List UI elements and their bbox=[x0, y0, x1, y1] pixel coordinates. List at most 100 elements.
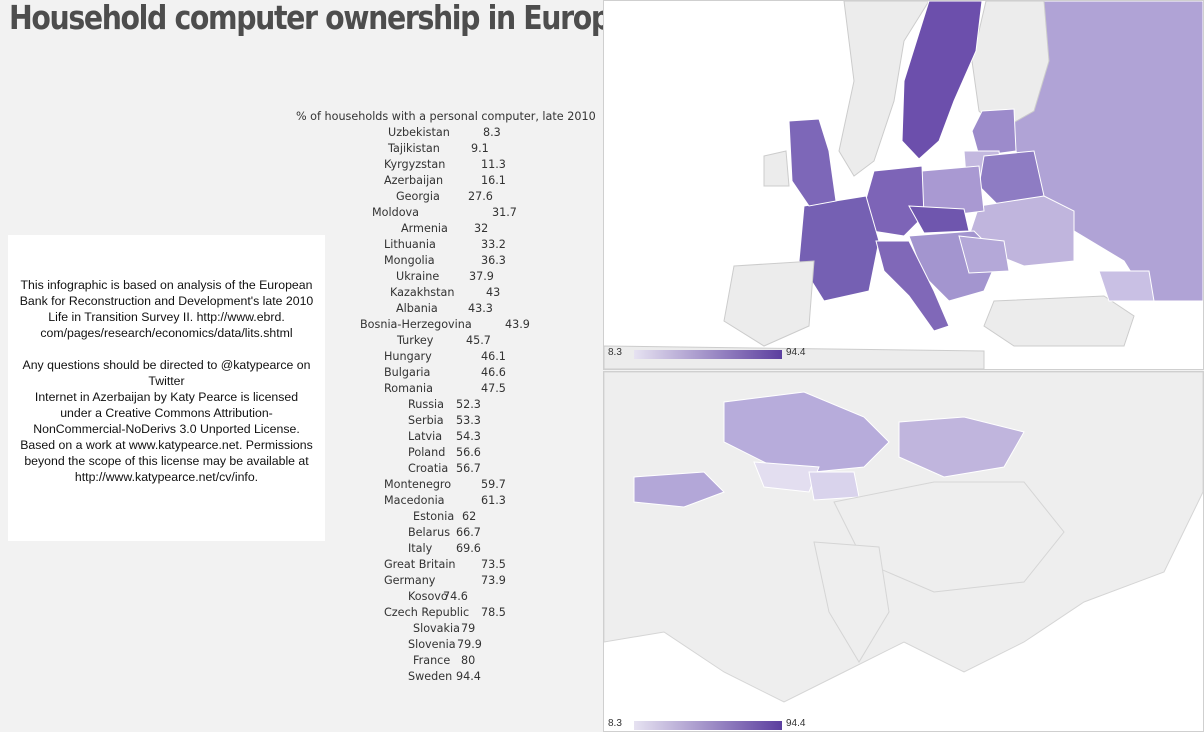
country-value: 66.7 bbox=[456, 526, 481, 539]
ireland-region bbox=[763, 150, 790, 187]
country-row: Serbia 53.3 bbox=[296, 413, 596, 429]
country-name: Latvia bbox=[408, 430, 443, 443]
list-heading: % of households with a personal computer… bbox=[296, 110, 596, 123]
great-britain-region bbox=[788, 118, 837, 207]
finland-region bbox=[971, 1, 1050, 132]
info-box: This infographic is based on analysis of… bbox=[8, 235, 325, 541]
country-value: 56.7 bbox=[456, 462, 481, 475]
country-name: Croatia bbox=[408, 462, 449, 475]
country-row: Slovakia 79 bbox=[296, 621, 596, 637]
country-value: 46.6 bbox=[481, 366, 506, 379]
country-value: 53.3 bbox=[456, 414, 481, 427]
turkey-region-asia bbox=[633, 471, 725, 508]
country-row: Uzbekistan 8.3 bbox=[296, 125, 596, 141]
country-value: 61.3 bbox=[481, 494, 506, 507]
country-name: Great Britain bbox=[384, 558, 456, 571]
country-row: Turkey 45.7 bbox=[296, 333, 596, 349]
country-row: Russia 52.3 bbox=[296, 397, 596, 413]
country-value: 78.5 bbox=[481, 606, 506, 619]
country-row: Poland 56.6 bbox=[296, 445, 596, 461]
country-row: Italy 69.6 bbox=[296, 541, 596, 557]
country-name: Russia bbox=[408, 398, 444, 411]
asia-map-svg bbox=[604, 372, 1203, 731]
country-name: Uzbekistan bbox=[388, 126, 450, 139]
country-name: Hungary bbox=[384, 350, 432, 363]
country-row: Bosnia-Herzegovina 43.9 bbox=[296, 317, 596, 333]
country-value: 59.7 bbox=[481, 478, 506, 491]
country-name: Kosovo bbox=[408, 590, 448, 603]
romania-region bbox=[958, 235, 1010, 274]
country-value: 32 bbox=[474, 222, 489, 235]
country-row: Romania 47.5 bbox=[296, 381, 596, 397]
country-value: 11.3 bbox=[481, 158, 506, 171]
country-row: France 80 bbox=[296, 653, 596, 669]
country-row: Latvia 54.3 bbox=[296, 429, 596, 445]
contact-note: Any questions should be directed to @kat… bbox=[22, 358, 311, 388]
legend-min-label: 8.3 bbox=[608, 347, 622, 358]
legend-gradient-bar bbox=[634, 721, 782, 730]
country-name: Lithuania bbox=[384, 238, 436, 251]
country-row: Mongolia 36.3 bbox=[296, 253, 596, 269]
country-row: Azerbaijan 16.1 bbox=[296, 173, 596, 189]
country-row: Moldova 31.7 bbox=[296, 205, 596, 221]
country-name: Azerbaijan bbox=[384, 174, 444, 187]
country-name: France bbox=[413, 654, 451, 667]
country-row: Estonia 62 bbox=[296, 509, 596, 525]
country-name: Italy bbox=[408, 542, 433, 555]
country-row: Czech Republic 78.5 bbox=[296, 605, 596, 621]
page-title: Household computer ownership in Europe bbox=[9, 0, 629, 37]
source-note: This infographic is based on analysis of… bbox=[19, 278, 314, 340]
country-row: Croatia 56.7 bbox=[296, 461, 596, 477]
country-name: Romania bbox=[384, 382, 433, 395]
country-row: Lithuania 33.2 bbox=[296, 237, 596, 253]
country-row: Albania 43.3 bbox=[296, 301, 596, 317]
country-value: 73.9 bbox=[481, 574, 506, 587]
country-value: 43.3 bbox=[468, 302, 493, 315]
country-name: Estonia bbox=[413, 510, 455, 523]
france-region bbox=[798, 195, 880, 302]
italy-region bbox=[875, 240, 950, 332]
country-value: 45.7 bbox=[466, 334, 491, 347]
legend-gradient-bar bbox=[634, 350, 782, 359]
country-value: 47.5 bbox=[481, 382, 506, 395]
license-note: Internet in Azerbaijan by Katy Pearce is… bbox=[20, 390, 313, 484]
country-value: 43 bbox=[486, 286, 501, 299]
country-name: Germany bbox=[384, 574, 436, 587]
country-row: Great Britain 73.5 bbox=[296, 557, 596, 573]
country-value: 37.9 bbox=[469, 270, 494, 283]
country-value: 43.9 bbox=[505, 318, 530, 331]
uzbekistan-region bbox=[753, 461, 820, 493]
country-name: Ukraine bbox=[396, 270, 440, 283]
iberia-region bbox=[723, 260, 815, 347]
country-row: Tajikistan 9.1 bbox=[296, 141, 596, 157]
europe-map[interactable]: 8.3 94.4 bbox=[603, 0, 1204, 370]
country-name: Sweden bbox=[408, 670, 453, 683]
country-name: Bosnia-Herzegovina bbox=[360, 318, 472, 331]
kazakhstan-region bbox=[723, 391, 890, 473]
country-row: Kosovo 74.6 bbox=[296, 589, 596, 605]
country-name: Georgia bbox=[396, 190, 440, 203]
country-value: 31.7 bbox=[492, 206, 517, 219]
country-name: Albania bbox=[396, 302, 438, 315]
country-row: Armenia 32 bbox=[296, 221, 596, 237]
country-row: Sweden 94.4 bbox=[296, 669, 596, 685]
country-row: Kazakhstan 43 bbox=[296, 285, 596, 301]
country-value: 74.6 bbox=[443, 590, 468, 603]
country-name: Armenia bbox=[401, 222, 448, 235]
norway-region bbox=[838, 1, 930, 177]
country-value: 79.9 bbox=[457, 638, 482, 651]
country-name: Slovakia bbox=[413, 622, 460, 635]
country-name: Montenegro bbox=[384, 478, 452, 491]
country-value: 56.6 bbox=[456, 446, 481, 459]
country-row: Kyrgyzstan 11.3 bbox=[296, 157, 596, 173]
country-name: Slovenia bbox=[408, 638, 456, 651]
country-value: 62 bbox=[462, 510, 477, 523]
country-row: Slovenia 79.9 bbox=[296, 637, 596, 653]
country-value: 27.6 bbox=[468, 190, 493, 203]
country-row: Bulgaria 46.6 bbox=[296, 365, 596, 381]
country-value: 8.3 bbox=[483, 126, 501, 139]
europe-map-svg bbox=[604, 1, 1203, 369]
country-name: Bulgaria bbox=[384, 366, 431, 379]
country-name: Turkey bbox=[397, 334, 434, 347]
asia-map[interactable]: 8.3 94.4 bbox=[603, 371, 1204, 732]
